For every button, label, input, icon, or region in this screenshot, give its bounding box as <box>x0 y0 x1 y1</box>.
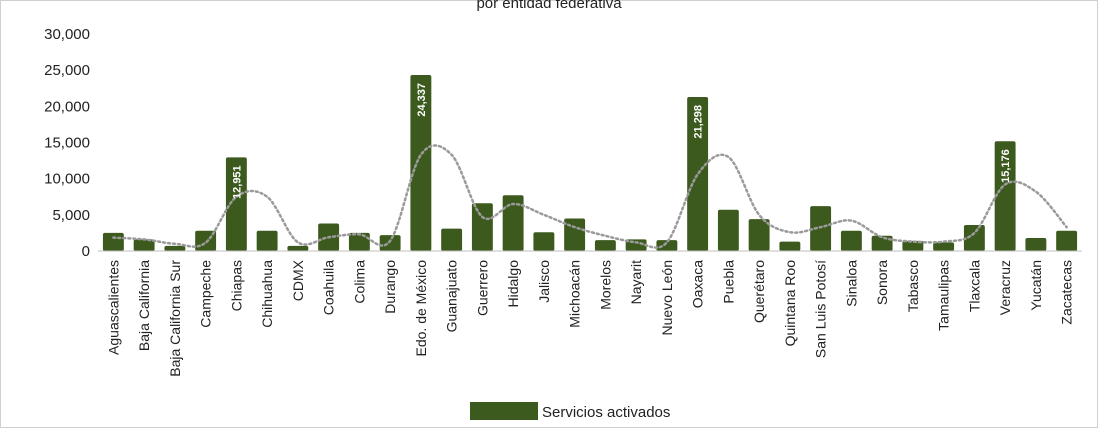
bar <box>133 239 155 251</box>
bar <box>902 240 924 251</box>
bar <box>533 232 555 251</box>
bar <box>810 206 832 251</box>
x-tick-label: Guerrero <box>474 260 490 316</box>
bar <box>748 219 770 251</box>
x-tick-label: CDMX <box>290 259 306 301</box>
legend: Servicios activados <box>470 402 670 421</box>
y-tick-label: 5,000 <box>52 207 90 224</box>
y-tick-label: 10,000 <box>44 171 90 188</box>
bar <box>779 241 801 251</box>
bar <box>441 228 463 251</box>
chart-title-fragment: por entidad federativa <box>476 0 622 12</box>
x-tick-label: Chiapas <box>228 260 244 311</box>
x-axis: Aguascalientes Baja California Baja Califo… <box>98 250 1082 377</box>
bar <box>256 230 278 251</box>
x-tick-label: Jalisco <box>536 260 552 303</box>
x-tick-label: Oaxaca <box>690 260 706 308</box>
bar <box>1025 237 1047 251</box>
x-tick-label: Durango <box>382 260 398 314</box>
bar <box>287 245 309 251</box>
bar <box>379 235 401 251</box>
legend-label: Servicios activados <box>542 404 670 421</box>
bar <box>225 157 247 251</box>
data-labels: 12,951 24,337 21,298 15,176 <box>231 83 1012 199</box>
x-tick-label: Baja California Sur <box>167 260 183 377</box>
x-tick-label: San Luis Potosí <box>813 260 829 358</box>
bar <box>564 218 586 251</box>
bar <box>656 240 678 251</box>
x-tick-label: Edo. de México <box>413 260 429 357</box>
x-tick-label: Querétaro <box>751 260 767 323</box>
bar <box>933 242 955 251</box>
data-label: 12,951 <box>231 165 243 199</box>
x-tick-label: Quintana Roo <box>782 260 798 347</box>
x-tick-label: Tlaxcala <box>966 260 982 312</box>
y-tick-label: 20,000 <box>44 98 90 115</box>
x-tick-label: Sonora <box>874 260 890 305</box>
x-tick-label: Tamaulipas <box>936 260 952 331</box>
bar <box>840 230 862 251</box>
trendline <box>112 144 1068 249</box>
x-tick-label: Coahuila <box>321 260 337 315</box>
bar <box>410 74 432 251</box>
x-tick-label: Michoacán <box>567 260 583 328</box>
x-tick-label: Nayarit <box>628 260 644 304</box>
x-tick-label: Baja California <box>136 260 152 351</box>
bar <box>348 232 370 251</box>
x-tick-label: Tabasco <box>905 260 921 312</box>
y-axis: 0 5,000 10,000 15,000 20,000 25,000 30,000 <box>44 26 90 260</box>
x-tick-label: Sinaloa <box>843 260 859 307</box>
y-tick-label: 30,000 <box>44 26 90 43</box>
x-tick-label: Colima <box>351 260 367 304</box>
x-tick-label: Yucatán <box>1028 260 1044 311</box>
x-tick-label: Puebla <box>720 260 736 304</box>
bar <box>102 232 124 251</box>
bar <box>963 224 985 251</box>
x-tick-label: Chihuahua <box>259 260 275 328</box>
bar <box>471 203 493 251</box>
x-tick-label: Zacatecas <box>1059 260 1075 325</box>
bar <box>1056 230 1078 251</box>
x-tick-label: Campeche <box>198 260 214 328</box>
x-tick-label: Nuevo León <box>659 260 675 336</box>
legend-swatch <box>470 402 538 420</box>
x-tick-label: Guanajuato <box>444 260 460 333</box>
x-tick-label: Hidalgo <box>505 260 521 308</box>
bar <box>594 240 616 251</box>
x-tick-label: Aguascalientes <box>105 260 121 355</box>
data-label: 15,176 <box>1000 149 1012 183</box>
data-label: 21,298 <box>693 105 705 139</box>
bar <box>502 195 524 251</box>
y-tick-label: 25,000 <box>44 62 90 79</box>
y-tick-label: 0 <box>82 243 90 260</box>
bar <box>717 209 739 251</box>
y-tick-label: 15,000 <box>44 135 90 152</box>
x-tick-label: Veracruz <box>997 260 1013 315</box>
x-tick-label: Morelos <box>597 260 613 310</box>
data-label: 24,337 <box>416 83 428 117</box>
trendline-path <box>112 144 1068 249</box>
bar <box>994 141 1016 251</box>
bar <box>164 245 186 251</box>
